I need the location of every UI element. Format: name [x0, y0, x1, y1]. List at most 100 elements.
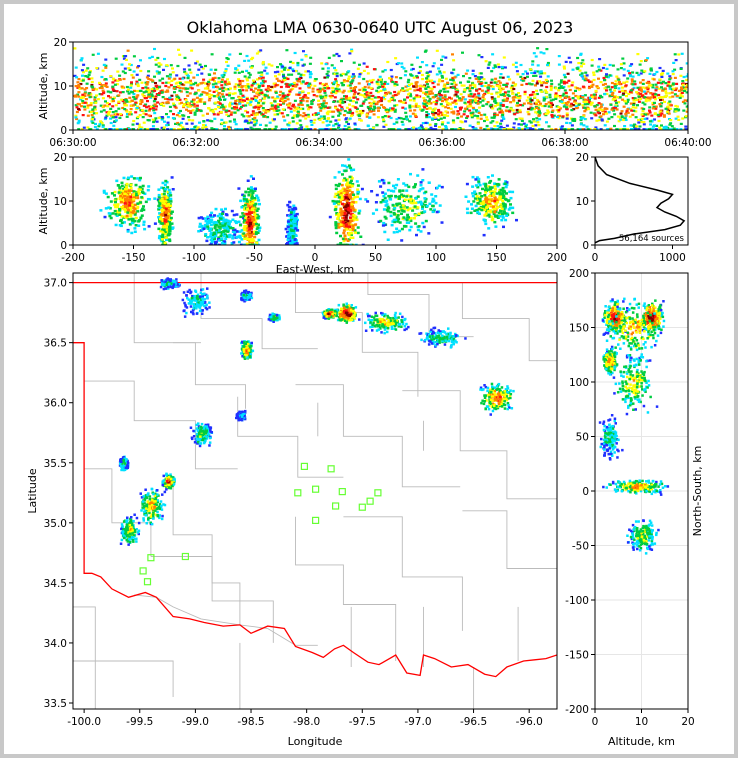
time-height-source	[406, 81, 410, 84]
time-height-source	[295, 115, 299, 118]
time-height-source	[156, 56, 160, 60]
time-height-source	[298, 91, 302, 94]
time-height-source	[660, 74, 664, 77]
time-height-source	[153, 75, 156, 78]
time-height-source	[251, 56, 255, 59]
time-height-source	[132, 93, 136, 96]
east-west-source	[143, 227, 147, 231]
time-height-source	[227, 109, 231, 113]
time-height-source	[292, 103, 295, 106]
east-west-source	[242, 199, 246, 203]
east-west-source	[160, 213, 164, 216]
time-height-source	[189, 71, 193, 74]
time-height-source	[137, 128, 141, 130]
time-height-source	[626, 108, 630, 111]
east-west-source	[294, 218, 298, 221]
east-west-source	[210, 219, 214, 222]
time-height-source	[291, 61, 295, 65]
time-height-source	[489, 103, 493, 106]
time-height-source	[111, 77, 115, 80]
time-height-source	[435, 73, 439, 76]
time-height-source	[385, 92, 389, 96]
time-height-source	[471, 99, 475, 102]
time-height-source	[498, 111, 502, 114]
time-height-source	[304, 55, 308, 58]
time-height-source	[437, 114, 441, 117]
east-west-source	[127, 218, 131, 221]
time-height-source	[320, 104, 324, 107]
time-height-source	[649, 123, 653, 126]
time-height-source	[150, 93, 154, 96]
time-height-source	[631, 71, 635, 74]
time-height-source	[96, 98, 100, 101]
time-height-source	[217, 105, 220, 108]
time-height-source	[220, 74, 224, 77]
time-height-source	[520, 83, 524, 86]
east-west-source	[123, 194, 127, 198]
east-west-source	[222, 231, 226, 234]
time-height-source	[147, 93, 151, 96]
time-height-source	[188, 92, 192, 95]
time-height-source	[203, 87, 207, 90]
time-height-source	[486, 89, 490, 92]
time-height-source	[324, 94, 328, 97]
time-height-source	[620, 86, 624, 89]
time-height-source	[261, 84, 265, 87]
time-height-source	[502, 83, 506, 86]
time-height-source	[393, 94, 397, 97]
time-height-source	[598, 107, 602, 110]
time-height-source	[680, 86, 683, 89]
time-height-source	[536, 98, 540, 102]
time-height-source	[441, 100, 444, 103]
time-height-source	[620, 110, 624, 113]
time-height-source	[640, 117, 644, 120]
time-height-source	[614, 105, 617, 108]
time-height-source	[150, 55, 154, 58]
time-height-source	[213, 76, 217, 79]
east-west-source	[248, 221, 252, 225]
east-west-source	[165, 223, 169, 226]
time-height-source	[434, 123, 438, 126]
time-height-source	[580, 62, 584, 65]
time-height-source	[670, 128, 674, 130]
time-height-source	[306, 108, 310, 111]
time-height-source	[279, 90, 283, 93]
time-height-source	[183, 56, 187, 59]
time-height-source	[136, 83, 140, 86]
figure-title: Oklahoma LMA 0630-0640 UTC August 06, 20…	[187, 18, 574, 37]
time-height-source	[495, 92, 499, 95]
time-height-source	[176, 121, 180, 125]
time-height-source	[389, 116, 393, 120]
time-height-source	[125, 100, 129, 103]
time-height-source	[299, 101, 303, 104]
time-height-source	[153, 47, 156, 51]
time-height-source	[80, 128, 84, 130]
east-west-source	[221, 224, 225, 227]
east-west-source	[109, 216, 113, 220]
east-west-source	[166, 216, 170, 219]
time-height-source	[405, 88, 409, 91]
time-height-source	[79, 59, 83, 62]
time-height-source	[531, 60, 535, 63]
time-height-source	[593, 97, 597, 100]
time-height-source	[302, 112, 306, 115]
time-height-source	[410, 82, 414, 85]
time-height-source	[157, 93, 160, 96]
time-height-source	[631, 97, 635, 100]
time-height-source	[281, 79, 285, 82]
time-height-source	[508, 109, 512, 112]
time-height-source	[497, 80, 501, 83]
time-height-source	[535, 89, 538, 92]
east-west-source	[104, 192, 108, 195]
time-height-source	[296, 64, 300, 67]
time-height-source	[172, 104, 176, 107]
east-west-source	[335, 212, 339, 215]
time-height-source	[114, 110, 118, 113]
time-height-source	[648, 109, 651, 112]
time-height-source	[603, 63, 607, 66]
time-height-source	[483, 113, 487, 116]
time-height-source	[567, 85, 571, 88]
east-west-source	[136, 196, 140, 200]
time-height-source	[91, 118, 94, 121]
time-height-source	[330, 91, 334, 94]
